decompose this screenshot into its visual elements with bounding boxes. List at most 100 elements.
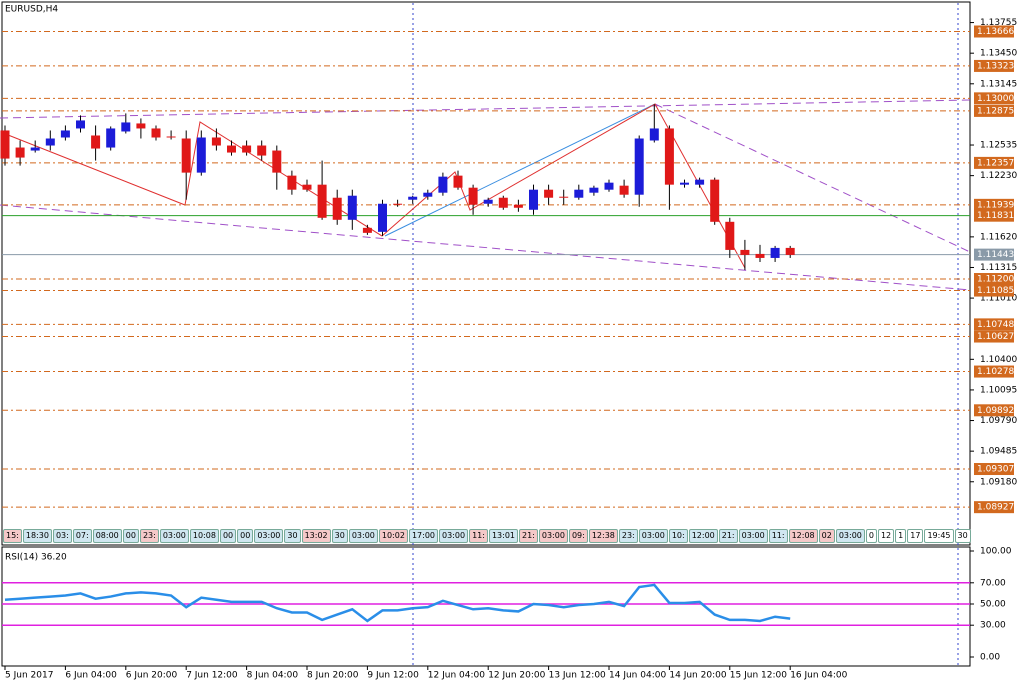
x-tick-label: 5 Jun 2017 [5, 671, 53, 681]
session-label: 03:00 [538, 529, 568, 543]
candle-body [619, 185, 629, 195]
candle-body [664, 128, 674, 185]
y-tick-label: 1.09485 [980, 447, 1017, 457]
level-label-box [974, 318, 1014, 331]
support-label-box [974, 209, 1014, 222]
price-pane [1, 1, 971, 546]
candle-body [287, 175, 297, 190]
session-bar: 15: 18:30 03: 07: 08:00 00 23: 03:00 10:08 00 00 03… [3, 529, 971, 543]
session-label: 23: [618, 529, 638, 543]
y-tick-label: 1.11010 [980, 294, 1017, 304]
level-label-box [974, 501, 1014, 514]
level-label-box [974, 404, 1014, 417]
level-label-box [974, 92, 1014, 105]
session-label: 10: [668, 529, 688, 543]
session-label: 11: [768, 529, 788, 543]
level-label: 1.11939 [977, 200, 1014, 210]
session-label: 10:08 [189, 529, 219, 543]
level-label-box [974, 463, 1014, 476]
session-label: 12:38 [588, 529, 618, 543]
candle-body [332, 197, 342, 220]
y-tick-label: 50.00 [980, 600, 1006, 610]
level-label: 1.10278 [977, 367, 1014, 377]
session-label: 30 [331, 529, 348, 543]
zigzag [2, 103, 746, 269]
trend-line [0, 99, 971, 119]
level-label-box [974, 104, 1014, 117]
candle-body [498, 197, 508, 208]
candle-body [91, 135, 101, 149]
candle-body [574, 189, 584, 198]
candle-body [710, 179, 720, 222]
session-label: 03:00 [348, 529, 378, 543]
candle-body [589, 187, 599, 193]
x-tick-label: 8 Jun 20:00 [307, 671, 359, 681]
y-tick-label: 1.09180 [980, 477, 1017, 487]
y-tick-label: 1.11315 [980, 263, 1017, 273]
x-tick-label: 15 Jun 12:00 [730, 671, 787, 681]
candle-body [770, 247, 780, 258]
level-label: 1.08927 [977, 503, 1014, 513]
session-label: 00 [122, 529, 139, 543]
level-label-box [974, 25, 1014, 38]
level-label-box [974, 156, 1014, 169]
level-label: 1.09892 [977, 406, 1014, 416]
candle-body [76, 120, 85, 129]
y-tick-label: 1.13450 [980, 49, 1017, 59]
level-label: 1.13666 [977, 27, 1014, 37]
candle-body [393, 203, 403, 205]
candle-body [196, 137, 206, 173]
candle-body [257, 145, 267, 156]
x-tick-label: 12 Jun 04:00 [428, 671, 485, 681]
x-tick-label: 7 Jun 12:00 [186, 671, 238, 681]
rsi-pane [1, 546, 971, 667]
y-tick-label: 1.11620 [980, 232, 1017, 242]
candle-body [544, 189, 554, 198]
level-label-box [974, 198, 1014, 211]
session-label: 21: [718, 529, 738, 543]
session-label: 08:00 [92, 529, 122, 543]
candle-body [483, 199, 493, 204]
candle-body [468, 187, 478, 205]
candle-body [317, 184, 327, 218]
level-label: 1.13323 [977, 61, 1014, 71]
level-label-box [974, 273, 1014, 286]
x-tick-label: 14 Jun 20:00 [669, 671, 726, 681]
candle-body [755, 253, 765, 258]
session-label: 09: [568, 529, 588, 543]
session-label: 17:00 [408, 529, 438, 543]
y-tick-label: 0.00 [980, 653, 1000, 663]
session-label: 30 [954, 529, 971, 543]
session-label: 00 [237, 529, 254, 543]
candle-body [559, 196, 569, 198]
candle-body [166, 136, 176, 138]
candle-body [227, 145, 236, 153]
session-label: 17 [907, 529, 924, 543]
x-tick-label: 13 Jun 12:00 [549, 671, 606, 681]
candle-body [60, 130, 70, 138]
candle-body [242, 145, 252, 153]
candle-body [680, 182, 689, 185]
candle-body [695, 179, 705, 185]
y-tick-label: 1.13755 [980, 18, 1017, 28]
x-tick-label: 6 Jun 20:00 [126, 671, 178, 681]
session-label: 07: [72, 529, 92, 543]
y-tick-label: 1.13145 [980, 79, 1017, 89]
session-label: 18:30 [22, 529, 52, 543]
session-label: 15: [3, 529, 22, 543]
session-label: 12 [877, 529, 895, 543]
session-label: 21: [519, 529, 538, 543]
session-label: 11: [469, 529, 488, 543]
session-label: 03: [52, 529, 72, 543]
y-tick-label: 1.09790 [980, 416, 1017, 426]
session-label: 12:08 [788, 529, 818, 543]
x-tick-label: 6 Jun 04:00 [65, 671, 117, 681]
x-tick-label: 9 Jun 12:00 [367, 671, 419, 681]
y-tick-label: 1.12230 [980, 171, 1017, 181]
candle-body [785, 247, 795, 255]
level-label: 1.13000 [977, 94, 1014, 104]
session-label: 10:02 [378, 529, 408, 543]
x-tick-label: 14 Jun 04:00 [609, 671, 666, 681]
candle-body [529, 189, 538, 210]
bid-label: 1.11443 [977, 250, 1014, 260]
